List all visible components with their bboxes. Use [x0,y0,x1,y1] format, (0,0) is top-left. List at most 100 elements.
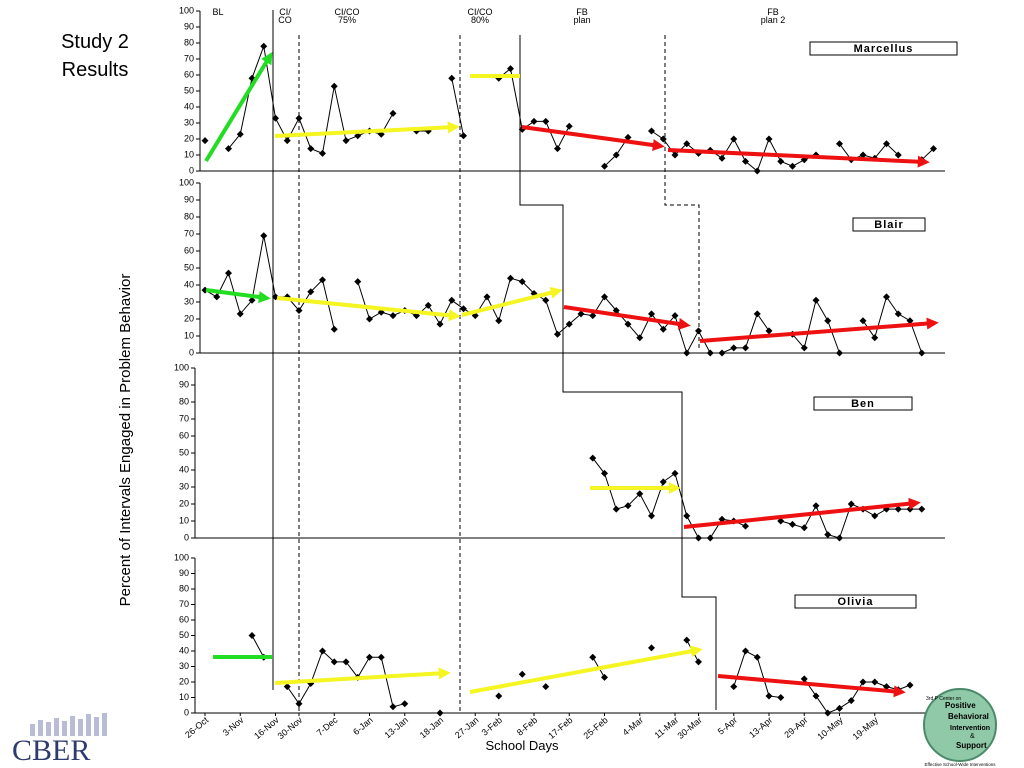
y-tick-label: 30 [179,661,189,671]
data-point [589,454,597,462]
y-tick-label: 40 [184,101,194,111]
x-tick-label: 3-Nov [221,715,246,738]
data-point [283,683,291,691]
y-tick-label: 0 [184,532,189,542]
data-point [718,154,726,162]
y-tick-label: 20 [179,676,189,686]
data-point [883,293,890,301]
trend-arrow [276,296,461,322]
logo-right: 3rd P Center on Positive Behavioral Inte… [923,688,997,767]
data-point [671,469,679,477]
y-tick-label: 50 [179,630,189,640]
logo-text: CBER [12,734,90,767]
y-tick-label: 10 [179,692,189,702]
data-point [518,278,526,286]
data-point [612,151,620,159]
logo-text: Intervention [950,725,990,732]
data-point [424,301,432,309]
x-tick-label: 10-May [815,715,845,742]
data-point [859,151,867,159]
data-point [883,140,890,148]
name-label: Ben [851,398,875,410]
data-point [906,505,914,513]
data-point [683,140,691,148]
data-point [894,310,902,318]
data-point [601,673,608,681]
data-point [742,344,749,352]
data-point [225,145,232,153]
data-point [624,320,632,328]
y-tick-label: 0 [184,707,189,717]
data-point [859,317,867,325]
x-tick-label: 18-Jan [418,715,446,740]
data-point [742,522,749,530]
data-point [342,658,350,666]
data-point [636,334,644,342]
y-tick-label: 100 [174,362,189,372]
data-point [730,135,738,143]
data-point [495,692,503,700]
data-point [648,127,655,135]
data-point [871,334,879,342]
x-axis-label: School Days [486,738,559,753]
y-tick-label: 70 [179,599,189,609]
data-point [847,500,855,508]
data-point [671,151,679,159]
data-point [612,505,620,513]
trend-arrow [699,317,939,343]
data-point [236,310,244,318]
data-point [436,320,444,328]
y-axis-label: Percent of Intervals Engaged in Problem … [117,274,134,607]
data-point [577,310,585,318]
trend-arrows [204,51,939,698]
data-point [753,653,761,661]
phase-label: 80% [471,15,489,25]
data-point [659,478,667,486]
name-box [794,594,917,609]
y-tick-label: 30 [184,117,194,127]
data-point [636,490,644,498]
data-point [695,658,702,666]
data-point [601,293,608,301]
data-point [836,349,843,357]
slide-title: Study 2 [61,31,129,53]
trend-arrow [521,125,665,151]
phase-label: FB [767,7,779,17]
name-label: Olivia [838,596,874,608]
panel: 0 10 20 30 40 50 60 70 80 90 100 Ben [174,362,945,542]
x-tick-label: 13-Apr [747,715,774,740]
logo-text: Support [956,741,987,750]
data-point [389,312,397,320]
y-tick-label: 40 [179,645,189,655]
data-point [777,517,785,525]
y-tick-label: 90 [184,194,194,204]
data-point [824,709,832,717]
data-point [589,312,597,320]
phase-label: 75% [338,15,356,25]
panel: 0 10 20 30 40 50 60 70 80 90 100 Olivia 26-Oct 3-Nov 1… [174,552,945,753]
y-tick-label: 40 [179,464,189,474]
data-point [742,647,749,655]
data-point [542,296,550,304]
x-tick-label: 13-Jan [383,715,411,740]
data-point [554,330,561,338]
data-point [272,114,279,122]
data-point [777,694,785,701]
x-tick-label: 27-Jan [453,715,481,740]
y-tick-label: 90 [184,21,194,31]
data-point [565,320,573,328]
logo-text: Behavioral [948,712,989,721]
data-point [824,317,832,325]
data-point [330,82,338,90]
data-point [753,167,761,175]
phase-label: CI/CO [334,7,359,17]
data-point [319,276,326,284]
data-point [319,149,326,157]
x-tick-label: 7-Dec [315,715,340,738]
data-point [730,344,738,352]
data-point [589,653,597,661]
y-tick-label: 10 [179,515,189,525]
name-box [809,41,958,56]
data-point [906,317,914,325]
data-point [789,162,796,170]
